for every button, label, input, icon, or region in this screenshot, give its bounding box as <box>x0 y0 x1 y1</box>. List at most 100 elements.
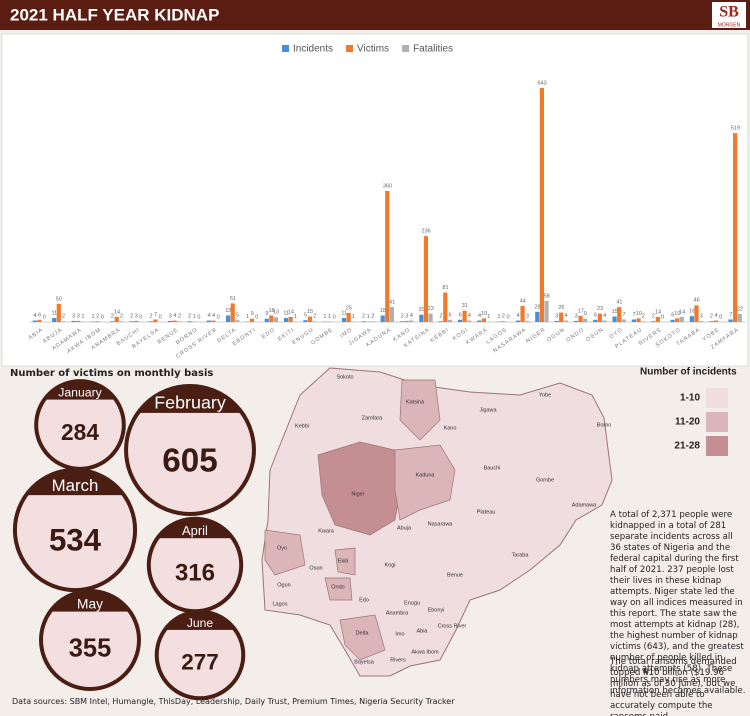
bar <box>361 321 366 322</box>
data-label: 22 <box>737 306 743 312</box>
bar <box>535 311 540 322</box>
state-label: Enugu <box>404 600 420 606</box>
data-label: 31 <box>462 303 468 309</box>
data-label: 0 <box>507 314 510 320</box>
data-label: 0 <box>197 314 200 320</box>
month-name: March <box>52 476 99 495</box>
month-value: 355 <box>69 635 112 663</box>
bar <box>501 321 506 322</box>
state-label: Zamfara <box>362 415 383 421</box>
bar <box>467 320 472 322</box>
state-label: Delta <box>356 630 370 636</box>
data-label: 15 <box>307 309 313 315</box>
state-ekiti <box>334 547 356 576</box>
bar <box>114 316 119 322</box>
legend-label: 21-28 <box>674 441 700 452</box>
month-name: June <box>187 616 214 630</box>
bar <box>554 320 559 322</box>
data-label: 14 <box>679 309 685 315</box>
bar <box>728 319 733 322</box>
data-label: 0 <box>139 314 142 320</box>
state-label: Bayelsa <box>354 659 375 665</box>
bar <box>709 321 714 322</box>
data-label: 58 <box>544 293 550 299</box>
bar <box>273 317 279 322</box>
state-label: Ondo <box>331 584 344 590</box>
data-label: 3 <box>135 313 138 319</box>
note: The total ransoms demanded topped ₦10 bi… <box>610 657 737 716</box>
state-label: Ekiti <box>338 558 348 564</box>
data-label: 2 <box>178 314 181 320</box>
title: 2021 HALF YEAR KIDNAP <box>10 5 219 24</box>
bar <box>689 316 694 322</box>
bar <box>129 321 134 322</box>
state-oyo <box>264 529 306 576</box>
state-label: Kano <box>444 425 457 431</box>
data-label: 17 <box>578 308 584 314</box>
data-label: 3 <box>405 313 408 319</box>
bar <box>235 320 240 322</box>
data-label: 0 <box>217 314 220 320</box>
state-label: Cross River <box>438 623 467 629</box>
state-label: Kaduna <box>416 472 436 478</box>
state-delta <box>339 614 386 661</box>
bar <box>593 319 598 322</box>
bar <box>477 320 482 322</box>
data-label: 2 <box>313 314 316 320</box>
data-label: 1 <box>92 314 95 320</box>
bar <box>578 315 583 322</box>
data-label: 2 <box>502 314 505 320</box>
bar <box>288 316 293 322</box>
bar <box>641 321 646 322</box>
bar <box>71 320 76 322</box>
state-label: Ogun <box>277 582 290 588</box>
data-label: 2 <box>120 314 123 320</box>
state-ondo <box>324 577 353 601</box>
bar <box>177 321 182 322</box>
bar <box>583 318 588 322</box>
state-label: Bauchi <box>484 465 501 471</box>
month-bubble <box>154 609 246 701</box>
data-label: 3 <box>575 313 578 319</box>
legend-swatch <box>402 45 410 52</box>
state-kaduna <box>394 444 456 521</box>
data-label: 11 <box>341 310 347 316</box>
month-value: 316 <box>175 560 215 587</box>
state-label: Abia <box>416 628 428 634</box>
bar <box>249 318 255 322</box>
data-label: 10 <box>674 311 680 317</box>
bar <box>61 321 66 322</box>
data-label: 18 <box>268 308 274 314</box>
map: Sokoto Katsina Jigawa Yobe Borno Zamfara Kano K… <box>261 367 613 677</box>
state-label: Borno <box>597 422 612 428</box>
data-label: 13 <box>273 310 279 316</box>
logo-sub: MORGEN <box>718 22 741 28</box>
legend-label: Fatalities <box>413 44 453 55</box>
data-label: 1 <box>246 314 249 320</box>
legend-label: Victims <box>357 44 389 55</box>
data-label: 14 <box>655 309 661 315</box>
bar <box>148 321 153 322</box>
bar <box>37 319 42 322</box>
data-label: 15 <box>612 309 618 315</box>
data-label: 2 <box>652 314 655 320</box>
bar <box>447 319 452 322</box>
bar <box>559 312 564 322</box>
data-label: 1 <box>193 314 196 320</box>
state-label: Nasarawa <box>428 521 454 527</box>
data-label: 0 <box>719 314 722 320</box>
state-label: Yobe <box>539 392 551 398</box>
data-label: 6 <box>671 312 674 318</box>
data-label: 5 <box>304 313 307 319</box>
legend-swatch <box>706 436 728 456</box>
data-label: 3 <box>526 313 529 319</box>
data-label: 2 <box>371 314 374 320</box>
legend-swatch <box>282 45 289 52</box>
state-label: Katsina <box>406 399 425 405</box>
bar <box>481 318 487 322</box>
bar <box>187 321 192 322</box>
bar <box>443 292 448 322</box>
data-label: 2 <box>149 314 152 320</box>
state-label: Ebonyi <box>428 607 445 613</box>
data-label: 26 <box>558 305 564 311</box>
